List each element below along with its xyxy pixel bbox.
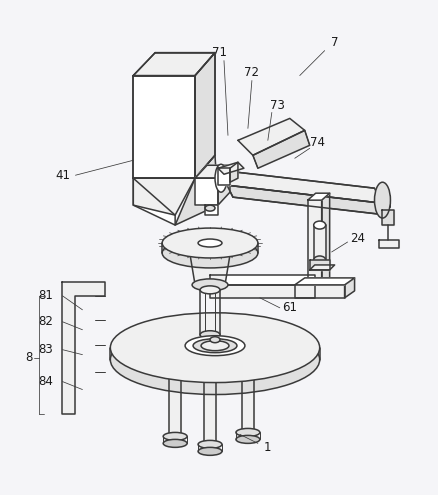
Polygon shape (227, 185, 388, 215)
Polygon shape (133, 178, 175, 225)
Text: 8: 8 (25, 351, 32, 364)
Polygon shape (238, 118, 305, 155)
Polygon shape (295, 285, 345, 298)
Polygon shape (314, 225, 326, 260)
Polygon shape (63, 282, 106, 414)
Polygon shape (210, 285, 314, 298)
Polygon shape (230, 162, 238, 182)
Polygon shape (133, 76, 195, 178)
Polygon shape (195, 178, 218, 205)
Text: 24: 24 (350, 232, 365, 245)
Polygon shape (345, 278, 355, 298)
Polygon shape (220, 170, 381, 203)
Polygon shape (205, 205, 218, 215)
Polygon shape (242, 363, 254, 433)
Ellipse shape (163, 440, 187, 447)
Polygon shape (175, 155, 218, 225)
Ellipse shape (236, 429, 260, 437)
Ellipse shape (192, 279, 228, 291)
Text: 1: 1 (264, 441, 272, 454)
Polygon shape (133, 52, 215, 76)
Ellipse shape (110, 313, 320, 383)
Ellipse shape (169, 364, 181, 370)
Polygon shape (195, 165, 230, 178)
Ellipse shape (163, 433, 187, 441)
Polygon shape (169, 367, 181, 437)
Polygon shape (308, 200, 321, 285)
Ellipse shape (200, 331, 220, 339)
Polygon shape (295, 278, 355, 285)
Polygon shape (190, 255, 230, 285)
Ellipse shape (201, 341, 229, 350)
Ellipse shape (314, 256, 326, 264)
Ellipse shape (110, 325, 320, 395)
Polygon shape (133, 178, 195, 215)
Ellipse shape (236, 436, 260, 444)
Polygon shape (379, 240, 399, 248)
Text: 81: 81 (38, 290, 53, 302)
Ellipse shape (162, 228, 258, 258)
Polygon shape (218, 165, 230, 205)
Ellipse shape (242, 360, 254, 366)
Polygon shape (210, 275, 314, 285)
Text: 72: 72 (244, 66, 259, 79)
Ellipse shape (204, 372, 216, 378)
Ellipse shape (198, 447, 222, 455)
Text: 7: 7 (331, 36, 339, 49)
Polygon shape (195, 52, 215, 178)
Text: 71: 71 (212, 46, 227, 59)
Text: 83: 83 (38, 343, 53, 356)
Text: 61: 61 (282, 301, 297, 314)
Text: 41: 41 (55, 169, 70, 182)
Polygon shape (321, 193, 330, 285)
Ellipse shape (200, 286, 220, 294)
Polygon shape (310, 265, 335, 270)
Polygon shape (253, 130, 310, 168)
Ellipse shape (314, 221, 326, 229)
Polygon shape (308, 193, 330, 200)
Ellipse shape (205, 205, 215, 211)
Text: 84: 84 (38, 375, 53, 388)
Polygon shape (218, 168, 230, 185)
Polygon shape (204, 375, 216, 445)
Ellipse shape (185, 336, 245, 355)
Polygon shape (310, 260, 330, 270)
Text: 82: 82 (38, 315, 53, 328)
Ellipse shape (210, 337, 220, 343)
Polygon shape (218, 162, 244, 174)
Ellipse shape (193, 339, 237, 352)
Ellipse shape (198, 441, 222, 448)
Ellipse shape (215, 164, 227, 192)
Text: 74: 74 (310, 136, 325, 149)
Text: 73: 73 (270, 99, 285, 112)
Ellipse shape (374, 182, 390, 218)
Ellipse shape (162, 238, 258, 268)
Polygon shape (382, 210, 395, 225)
Ellipse shape (198, 239, 222, 247)
